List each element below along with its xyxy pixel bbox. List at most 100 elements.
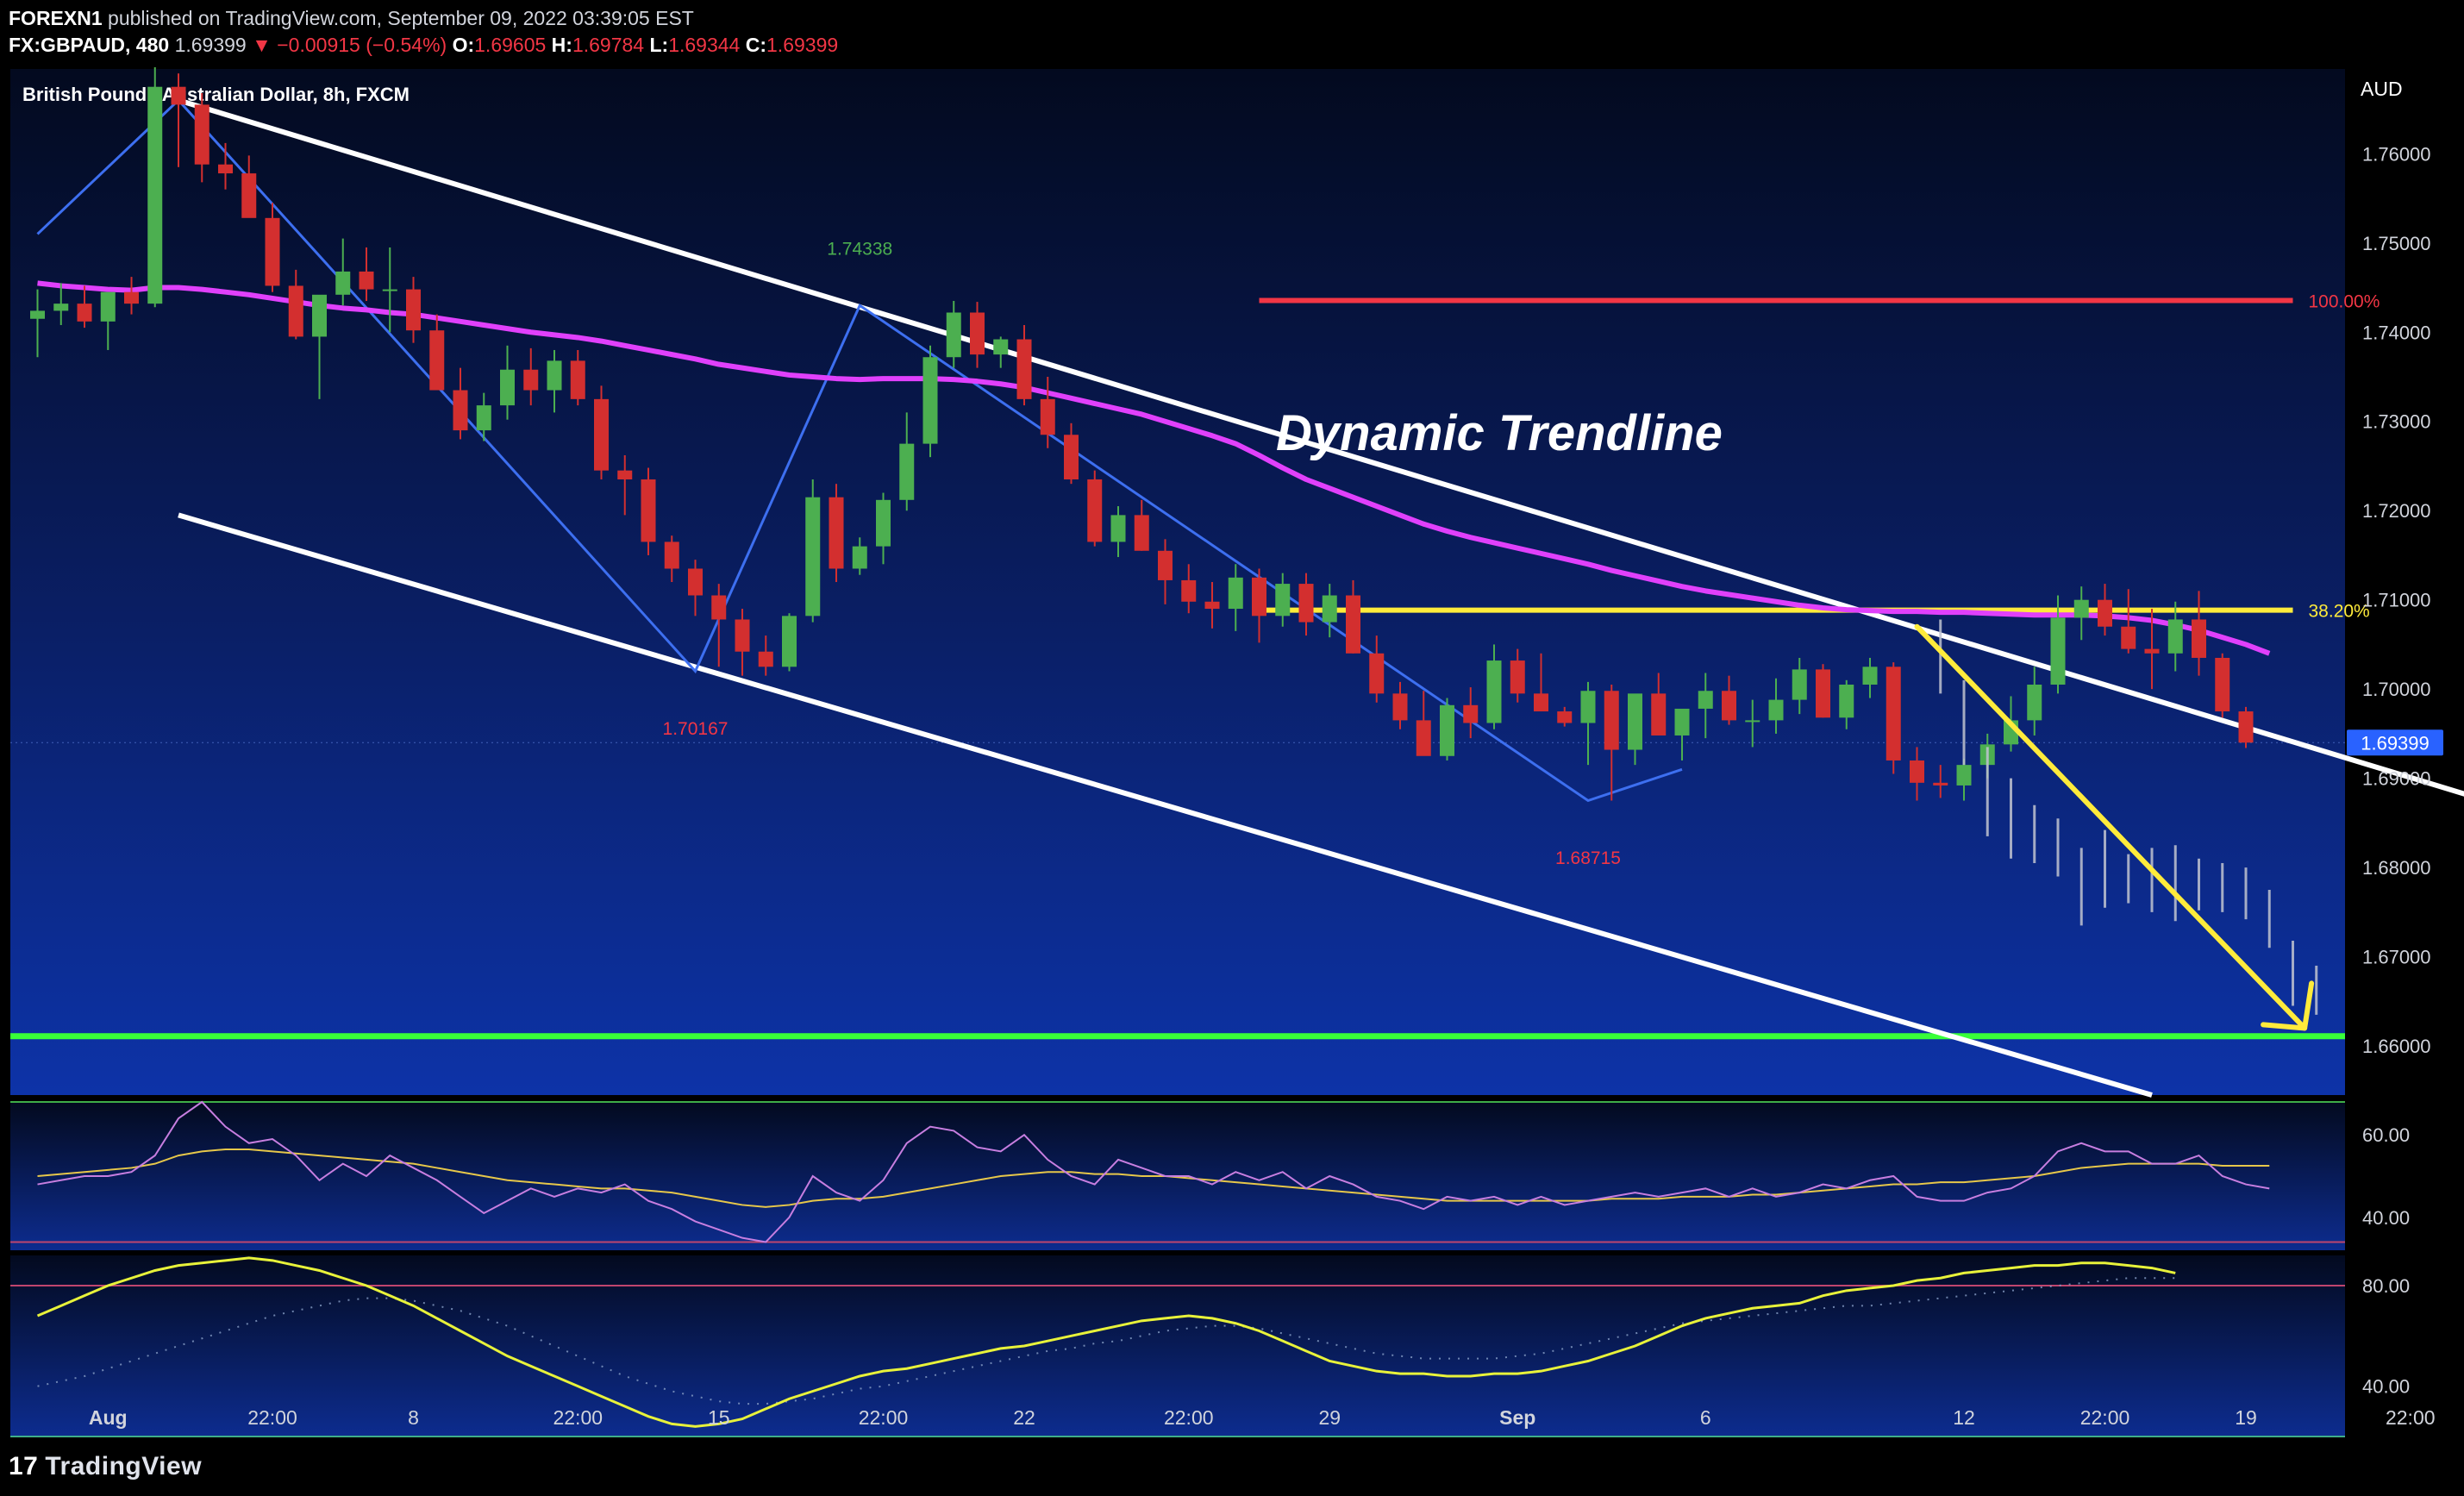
- fib-level-label: 38.20%: [2309, 602, 2370, 622]
- candle-body: [1722, 691, 1736, 721]
- candle-body: [970, 312, 985, 355]
- candle-body: [1275, 584, 1291, 617]
- candle-body: [1698, 691, 1713, 709]
- stoch-layer: [10, 1256, 2345, 1437]
- candle-body: [1369, 653, 1385, 694]
- x-tick-label: 6: [1700, 1406, 1711, 1429]
- candle-body: [1440, 704, 1454, 756]
- candle-body: [100, 291, 116, 322]
- y-tick-label: 1.69000: [2362, 768, 2431, 790]
- candle-body: [1204, 601, 1220, 610]
- candle-body: [1134, 515, 1149, 551]
- close-value: 1.69399: [766, 34, 839, 56]
- candle-body: [735, 619, 750, 652]
- y-tick-label: 1.66000: [2362, 1036, 2431, 1057]
- candle-body: [171, 86, 186, 105]
- channel-upper-line: [178, 97, 2464, 797]
- y-tick-label: 1.72000: [2362, 500, 2431, 522]
- chart-title: British Pound / Australian Dollar, 8h, F…: [22, 84, 410, 105]
- tradingview-logo-icon: 17: [9, 1452, 39, 1480]
- candle-body: [1040, 398, 1055, 435]
- candle-body: [829, 497, 844, 569]
- candle-body: [782, 616, 797, 667]
- candle-body: [1910, 760, 1924, 783]
- symbol-label[interactable]: FX:GBPAUD, 480: [9, 34, 170, 56]
- candle-body: [1110, 515, 1126, 542]
- x-tick-label: 22:00: [2386, 1406, 2436, 1429]
- candle-body: [335, 271, 351, 295]
- currency-label: AUD: [2361, 78, 2403, 100]
- candle-body: [2167, 619, 2183, 654]
- candle-body: [476, 405, 491, 431]
- main-pane: [10, 69, 2345, 1095]
- low-label: L:: [649, 34, 669, 56]
- candle-body: [1252, 577, 1266, 617]
- candle-body: [547, 360, 562, 391]
- tradingview-brand[interactable]: 17 TradingView: [9, 1452, 202, 1481]
- candle-body: [218, 164, 233, 174]
- candle-body: [2073, 599, 2089, 618]
- stoch-line: [36, 1256, 2176, 1428]
- high-value: 1.69784: [572, 34, 645, 56]
- candle-body: [500, 369, 515, 406]
- high-label: H:: [551, 34, 572, 56]
- candle-body: [922, 357, 938, 444]
- rsi-layer: [10, 1100, 2345, 1243]
- candle-body: [1792, 669, 1807, 700]
- candle-body: [2192, 619, 2206, 658]
- candle-body: [1181, 579, 1197, 602]
- candle-body: [1534, 693, 1548, 712]
- candle-body: [1486, 660, 1502, 723]
- x-tick-label: 22: [1013, 1406, 1035, 1429]
- candle-body: [1016, 339, 1032, 399]
- candle-body: [124, 291, 139, 304]
- x-tick-label: 19: [2235, 1406, 2257, 1429]
- main-layer: British Pound / Australian Dollar, 8h, F…: [10, 67, 2464, 1098]
- x-tick-label: 15: [708, 1406, 730, 1429]
- candle-body: [1745, 720, 1760, 723]
- candle-body: [1346, 595, 1360, 654]
- chart-canvas[interactable]: British Pound / Australian Dollar, 8h, F…: [0, 67, 2464, 1440]
- candle-body: [899, 443, 915, 500]
- candle-body: [30, 310, 45, 319]
- candle-body: [641, 479, 656, 542]
- candle-body: [570, 360, 585, 399]
- candle-body: [1298, 584, 1314, 623]
- candle-body: [688, 568, 703, 596]
- y-tick-label: 1.68000: [2362, 857, 2431, 879]
- candle-body: [617, 470, 633, 479]
- x-tick-label: Aug: [89, 1406, 128, 1429]
- y-tick-label: 1.75000: [2362, 233, 2431, 254]
- candle-body: [2121, 626, 2136, 649]
- candle-body: [758, 651, 773, 667]
- fib-level-label: 100.00%: [2309, 292, 2380, 312]
- x-tick-label: Sep: [1499, 1406, 1535, 1429]
- candle-body: [594, 398, 609, 471]
- stoch-y-tick-label: 80.00: [2362, 1275, 2410, 1297]
- published-text: published on TradingView.com, September …: [108, 7, 694, 29]
- y-tick-label: 1.67000: [2362, 947, 2431, 968]
- candle-body: [1604, 691, 1619, 750]
- candle-body: [1510, 660, 1525, 694]
- candle-body: [1886, 667, 1901, 761]
- candle-body: [241, 173, 257, 218]
- x-tick-label: 22:00: [247, 1406, 297, 1429]
- y-tick-label: 1.74000: [2362, 322, 2431, 343]
- candle-body: [1064, 435, 1079, 479]
- candle-body: [53, 304, 69, 311]
- candle-body: [1674, 708, 1690, 735]
- y-tick-label: 1.73000: [2362, 411, 2431, 433]
- candle-body: [664, 541, 679, 569]
- rsi-y-tick-label: 40.00: [2362, 1207, 2410, 1229]
- candle-body: [1839, 685, 1854, 718]
- pivot-price-label: 1.68715: [1555, 848, 1621, 868]
- candle-body: [429, 330, 445, 391]
- candle-body: [852, 546, 867, 569]
- candle-body: [1956, 765, 1972, 786]
- publisher-name[interactable]: FOREXN1: [9, 7, 103, 29]
- close-label: C:: [745, 34, 767, 56]
- footer: 17 TradingView: [0, 1440, 2464, 1496]
- open-value: 1.69605: [474, 34, 547, 56]
- candle-body: [876, 499, 891, 547]
- y-tick-label: 1.76000: [2362, 143, 2431, 165]
